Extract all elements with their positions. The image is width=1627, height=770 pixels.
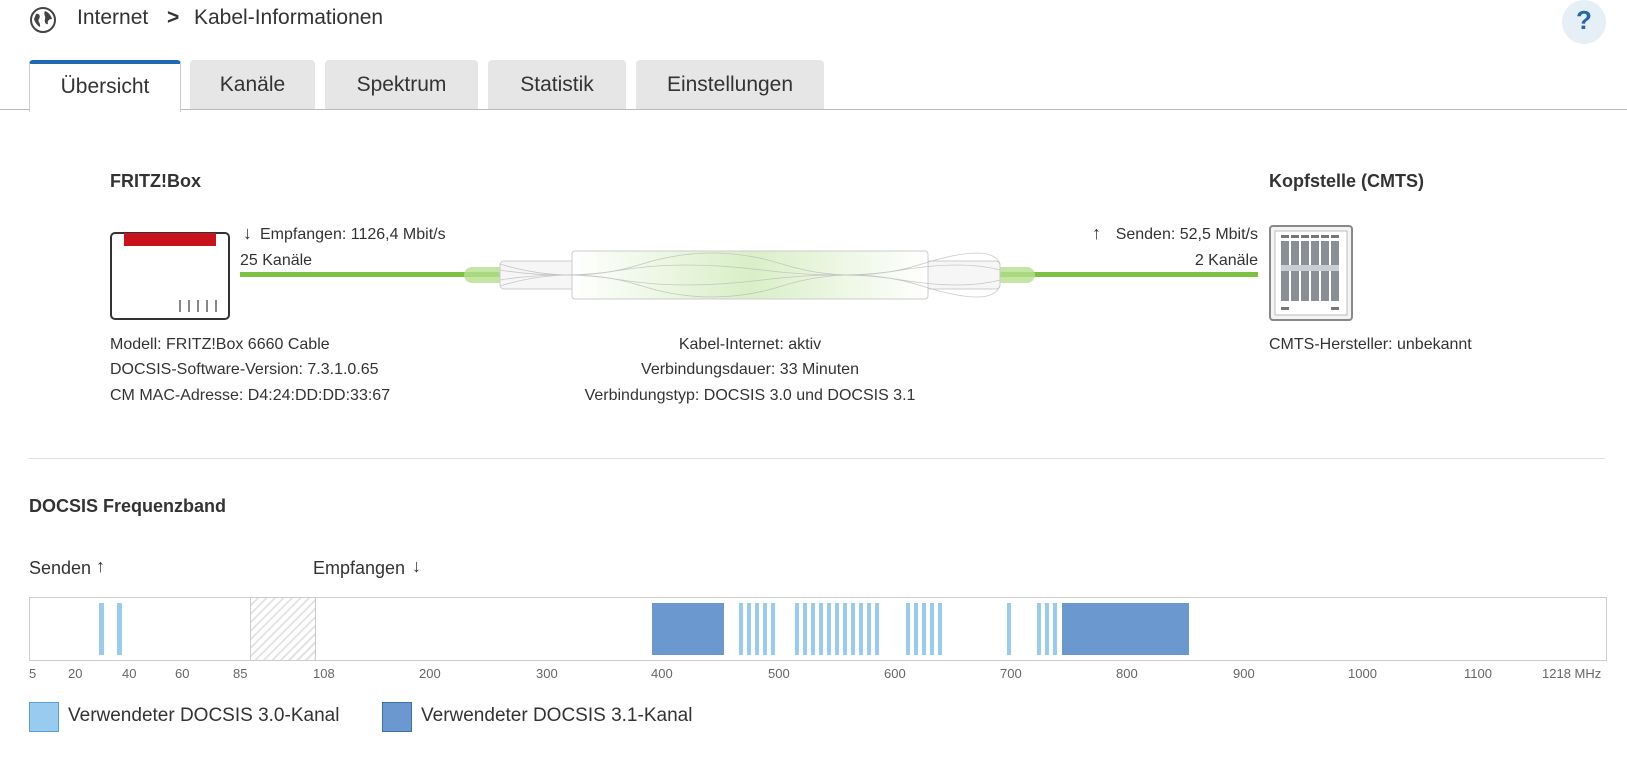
tab-statistik[interactable]: Statistik	[488, 60, 626, 110]
channel-d30	[859, 603, 863, 655]
channel-d30	[851, 603, 855, 655]
channel-d30	[930, 603, 934, 655]
channel-d30	[1007, 603, 1011, 655]
cable-graphic	[464, 250, 1035, 300]
globe-icon	[30, 7, 56, 33]
model-info: Modell: FRITZ!Box 6660 Cable	[110, 336, 330, 353]
channel-d30	[739, 603, 743, 655]
send-rate: Senden: 52,5 Mbit/s	[1115, 226, 1258, 243]
channel-d30	[811, 603, 815, 655]
band-gap	[250, 598, 316, 660]
help-icon[interactable]: ?	[1562, 0, 1606, 44]
tab-bar-line	[0, 109, 1627, 110]
tick-label: 20	[68, 666, 83, 681]
channel-d31	[1062, 603, 1189, 655]
channel-d30	[1053, 603, 1057, 655]
connection-duration: Verbindungsdauer: 33 Minuten	[641, 361, 859, 378]
arrow-down-icon: ↓	[412, 556, 421, 576]
channel-d30	[914, 603, 918, 655]
frequency-band-chart	[29, 597, 1607, 661]
arrow-up-icon: ↑	[96, 556, 105, 576]
tick-label: 1218 MHz	[1542, 666, 1602, 681]
channel-d30	[1037, 603, 1041, 655]
tick-label: 5	[29, 666, 37, 681]
channel-d30	[99, 603, 104, 655]
tick-label: 900	[1233, 666, 1255, 681]
cmts-manufacturer: CMTS-Hersteller: unbekannt	[1269, 336, 1472, 353]
channel-d30	[803, 603, 807, 655]
tick-label: 600	[884, 666, 906, 681]
channel-d30	[755, 603, 759, 655]
legend-d30-swatch	[29, 702, 59, 732]
channel-d30	[771, 603, 775, 655]
channel-d30	[922, 603, 926, 655]
channel-d30	[906, 603, 910, 655]
fritzbox-title: FRITZ!Box	[110, 171, 201, 191]
channel-d30	[117, 603, 122, 655]
channel-d30	[875, 603, 879, 655]
tab-kanaele[interactable]: Kanäle	[190, 60, 315, 110]
channel-d30	[1045, 603, 1049, 655]
receive-channels: 25 Kanäle	[240, 252, 313, 269]
connection-status: Kabel-Internet: aktiv	[678, 336, 822, 353]
send-band-label: Senden	[29, 558, 92, 578]
channel-d30	[843, 603, 847, 655]
receive-band-label: Empfangen	[313, 558, 406, 578]
breadcrumb: Internet > Kabel-Informationen	[0, 0, 700, 40]
tick-label: 1100	[1464, 666, 1492, 681]
tick-label: 400	[651, 666, 673, 681]
tick-label: 300	[536, 666, 558, 681]
tick-label: 60	[175, 666, 190, 681]
connection-type: Verbindungstyp: DOCSIS 3.0 und DOCSIS 3.…	[584, 387, 916, 404]
cmts-title: Kopfstelle (CMTS)	[1269, 171, 1424, 191]
tab-spektrum[interactable]: Spektrum	[325, 60, 478, 110]
frequency-title: DOCSIS Frequenzband	[29, 496, 227, 516]
tick-label: 200	[419, 666, 441, 681]
send-channels: 2 Kanäle	[1194, 252, 1258, 269]
tick-label: 700	[1000, 666, 1022, 681]
section-divider	[29, 458, 1605, 459]
channel-d30	[835, 603, 839, 655]
channel-d30	[827, 603, 831, 655]
router-icon	[110, 232, 230, 320]
breadcrumb-current: Kabel-Informationen	[194, 6, 384, 29]
legend-d31-label: Verwendeter DOCSIS 3.1-Kanal	[421, 705, 693, 726]
receive-rate: Empfangen: 1126,4 Mbit/s	[260, 226, 446, 243]
breadcrumb-internet[interactable]: Internet	[77, 6, 149, 29]
channel-d30	[747, 603, 751, 655]
tab-uebersicht[interactable]: Übersicht	[29, 60, 181, 112]
tick-label: 108	[313, 666, 335, 681]
legend-d31-swatch	[382, 702, 412, 732]
cmts-icon	[1269, 225, 1353, 321]
channel-d31	[652, 603, 724, 655]
tick-label: 85	[233, 666, 248, 681]
legend-d30-label: Verwendeter DOCSIS 3.0-Kanal	[68, 705, 340, 726]
tick-label: 800	[1116, 666, 1138, 681]
tick-label: 40	[122, 666, 137, 681]
channel-d30	[938, 603, 942, 655]
channel-d30	[763, 603, 767, 655]
channel-d30	[795, 603, 799, 655]
arrow-down-icon: ↓	[243, 223, 252, 243]
chevron-right-icon: >	[167, 6, 180, 29]
docsis-version-info: DOCSIS-Software-Version: 7.3.1.0.65	[110, 361, 379, 378]
channel-d30	[819, 603, 823, 655]
channel-d30	[867, 603, 871, 655]
tick-label: 500	[768, 666, 790, 681]
mac-address-info: CM MAC-Adresse: D4:24:DD:DD:33:67	[110, 387, 391, 404]
arrow-up-icon: ↑	[1092, 223, 1101, 243]
tab-einstellungen[interactable]: Einstellungen	[636, 60, 824, 110]
tick-label: 1000	[1348, 666, 1377, 681]
